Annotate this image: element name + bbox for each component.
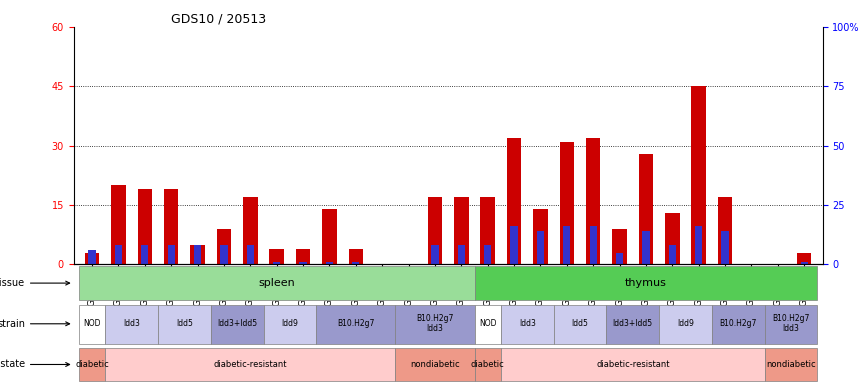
FancyBboxPatch shape bbox=[106, 348, 396, 381]
Text: B10.H2g7
Idd3: B10.H2g7 Idd3 bbox=[417, 314, 454, 334]
Text: B10.H2g7
Idd3: B10.H2g7 Idd3 bbox=[772, 314, 810, 334]
Text: nondiabetic: nondiabetic bbox=[410, 360, 460, 369]
Text: Idd3: Idd3 bbox=[123, 319, 140, 328]
Text: diabetic-resistant: diabetic-resistant bbox=[596, 360, 669, 369]
Bar bbox=[243, 197, 257, 264]
Bar bbox=[612, 229, 627, 264]
Bar bbox=[349, 248, 363, 264]
Bar bbox=[247, 245, 254, 264]
FancyBboxPatch shape bbox=[158, 305, 210, 344]
FancyBboxPatch shape bbox=[79, 305, 106, 344]
Bar bbox=[590, 226, 597, 264]
Bar bbox=[322, 209, 337, 264]
Bar bbox=[797, 253, 811, 264]
FancyBboxPatch shape bbox=[210, 305, 263, 344]
Bar bbox=[695, 226, 702, 264]
FancyBboxPatch shape bbox=[396, 305, 475, 344]
Text: Idd3: Idd3 bbox=[519, 319, 536, 328]
Bar bbox=[352, 262, 359, 264]
FancyBboxPatch shape bbox=[79, 266, 475, 300]
Bar bbox=[191, 245, 205, 264]
Bar bbox=[665, 213, 680, 264]
FancyBboxPatch shape bbox=[765, 348, 818, 381]
Bar bbox=[537, 231, 544, 264]
Text: B10.H2g7: B10.H2g7 bbox=[337, 319, 374, 328]
Text: diabetic: diabetic bbox=[75, 360, 109, 369]
FancyBboxPatch shape bbox=[501, 305, 553, 344]
Bar bbox=[141, 245, 148, 264]
Bar bbox=[300, 262, 307, 264]
Bar bbox=[454, 197, 469, 264]
Text: spleen: spleen bbox=[258, 278, 295, 288]
FancyBboxPatch shape bbox=[659, 305, 712, 344]
Bar bbox=[220, 245, 228, 264]
Bar bbox=[639, 154, 653, 264]
Bar bbox=[586, 138, 600, 264]
Bar bbox=[85, 253, 100, 264]
Bar bbox=[458, 245, 465, 264]
Bar bbox=[138, 189, 152, 264]
Bar bbox=[559, 142, 574, 264]
Text: diabetic: diabetic bbox=[471, 360, 505, 369]
Text: Idd3+Idd5: Idd3+Idd5 bbox=[217, 319, 257, 328]
Bar bbox=[669, 245, 676, 264]
Text: NOD: NOD bbox=[479, 319, 496, 328]
Text: diabetic-resistant: diabetic-resistant bbox=[214, 360, 288, 369]
FancyBboxPatch shape bbox=[475, 348, 501, 381]
Bar bbox=[510, 226, 518, 264]
Text: Idd9: Idd9 bbox=[677, 319, 694, 328]
Bar bbox=[507, 138, 521, 264]
Bar bbox=[269, 248, 284, 264]
Bar bbox=[273, 262, 281, 264]
Bar bbox=[721, 231, 728, 264]
Bar bbox=[563, 226, 571, 264]
FancyBboxPatch shape bbox=[316, 305, 396, 344]
Bar bbox=[691, 86, 706, 264]
Bar bbox=[481, 197, 495, 264]
Bar bbox=[296, 248, 310, 264]
Text: Idd3+Idd5: Idd3+Idd5 bbox=[613, 319, 653, 328]
Bar bbox=[533, 209, 547, 264]
FancyBboxPatch shape bbox=[553, 305, 606, 344]
FancyBboxPatch shape bbox=[606, 305, 659, 344]
Bar bbox=[168, 245, 175, 264]
FancyBboxPatch shape bbox=[475, 266, 818, 300]
Bar bbox=[800, 262, 808, 264]
Text: nondiabetic: nondiabetic bbox=[766, 360, 816, 369]
FancyBboxPatch shape bbox=[765, 305, 818, 344]
Bar bbox=[88, 250, 96, 264]
Text: B10.H2g7: B10.H2g7 bbox=[720, 319, 757, 328]
FancyBboxPatch shape bbox=[501, 348, 765, 381]
Text: Idd5: Idd5 bbox=[572, 319, 589, 328]
Text: NOD: NOD bbox=[83, 319, 100, 328]
Text: Idd9: Idd9 bbox=[281, 319, 298, 328]
Text: Idd5: Idd5 bbox=[176, 319, 193, 328]
Text: tissue: tissue bbox=[0, 278, 69, 288]
FancyBboxPatch shape bbox=[396, 348, 475, 381]
Bar bbox=[616, 253, 624, 264]
Bar bbox=[111, 185, 126, 264]
FancyBboxPatch shape bbox=[475, 305, 501, 344]
Bar bbox=[164, 189, 178, 264]
Bar bbox=[326, 262, 333, 264]
Bar bbox=[428, 197, 443, 264]
Text: disease state: disease state bbox=[0, 360, 69, 370]
Bar bbox=[216, 229, 231, 264]
Bar bbox=[643, 231, 650, 264]
Bar bbox=[484, 245, 491, 264]
Bar bbox=[718, 197, 733, 264]
FancyBboxPatch shape bbox=[712, 305, 765, 344]
Text: GDS10 / 20513: GDS10 / 20513 bbox=[171, 13, 266, 26]
Bar bbox=[194, 245, 201, 264]
Bar bbox=[115, 245, 122, 264]
Bar bbox=[431, 245, 438, 264]
FancyBboxPatch shape bbox=[106, 305, 158, 344]
Text: thymus: thymus bbox=[625, 278, 667, 288]
FancyBboxPatch shape bbox=[263, 305, 316, 344]
FancyBboxPatch shape bbox=[79, 348, 106, 381]
Text: strain: strain bbox=[0, 319, 69, 329]
